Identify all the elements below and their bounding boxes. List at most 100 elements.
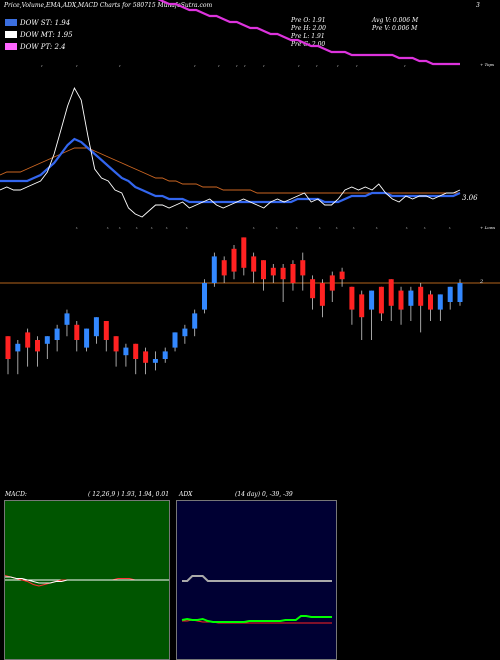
candle-body <box>251 256 257 272</box>
stat-pre-open: Pre O: 1.91 <box>291 17 326 24</box>
candle-body <box>74 324 80 340</box>
top-marker: ˇ <box>297 66 300 72</box>
low-marker: ˆ <box>352 228 355 234</box>
low-marker: ˆ <box>295 228 298 234</box>
ema-short-line <box>0 137 461 204</box>
top-marker: ˇ <box>243 66 246 72</box>
candle-body <box>261 260 266 280</box>
candle-body <box>221 260 227 276</box>
low-marker: ˆ <box>275 228 278 234</box>
candle-body <box>447 286 453 302</box>
stat-avg-volume: Avg V: 0.006 M <box>372 17 419 24</box>
candle-body <box>310 279 316 299</box>
top-marker: ˇ <box>217 66 220 72</box>
candle-body <box>329 275 335 291</box>
lows-label: + Lows <box>480 225 496 230</box>
candle-body <box>241 237 247 268</box>
candle-body <box>162 351 168 359</box>
candle-body <box>457 283 463 302</box>
price-last-label: 3.06 <box>462 194 478 202</box>
stat-pre-high: Pre H: 2.00 <box>291 25 326 32</box>
low-marker: ˆ <box>448 228 451 234</box>
candle-body <box>290 264 296 283</box>
low-marker: ˆ <box>423 228 426 234</box>
legend-label: DOW PT: 2.4 <box>20 42 66 51</box>
price-chart: ˇ ˇ ˇ ˇ ˇ ˇ ˇ ˇ ˇ ˇ ˇ ˇ ˇˆ ˆ ˆ ˆ ˆ ˆ ˆ ˆ ˆ ˆ ˆ ˆ ˆ ˆ ˆ ˆ ˆ <box>0 0 500 375</box>
legend-label: DOW ST: 1.94 <box>20 18 71 27</box>
candle-body <box>25 332 31 348</box>
stat-pre-low: Pre L: 1.91 <box>291 33 325 40</box>
candle-body <box>192 313 198 329</box>
top-marker: ˇ <box>262 66 265 72</box>
candle-body <box>84 328 90 348</box>
adx-minus-di-line <box>182 619 332 624</box>
candle-body <box>349 286 355 310</box>
candle-body <box>5 336 11 359</box>
low-marker: ˆ <box>150 228 153 234</box>
candle-body <box>211 256 217 283</box>
adx-chart <box>181 575 332 624</box>
low-marker: ˆ <box>135 228 138 234</box>
top-marker: ˇ <box>336 66 339 72</box>
legend-label: DOW MT: 1.95 <box>20 30 73 39</box>
top-marker: ˇ <box>40 66 43 72</box>
candle-body <box>280 267 286 280</box>
candle-body <box>231 248 237 272</box>
legend-swatch <box>5 19 17 26</box>
top-marker: ˇ <box>355 66 358 72</box>
candle-body <box>143 351 149 363</box>
price-line <box>0 86 461 218</box>
stat-pre-volume: Pre V: 0.006 M <box>372 25 418 32</box>
low-marker: ˆ <box>318 228 321 234</box>
candle-body <box>54 328 60 340</box>
macd-signal-line <box>5 576 169 584</box>
low-marker: ˆ <box>375 228 378 234</box>
candle-body <box>152 359 158 363</box>
macd-values: ( 12,26,9 ) 1.93, 1.94, 0.01 <box>88 491 170 498</box>
candle-body <box>319 283 325 306</box>
candle-body <box>35 340 40 352</box>
candle-body <box>15 343 21 352</box>
low-marker: ˆ <box>75 228 78 234</box>
candle-body <box>388 279 394 306</box>
legend-swatch <box>5 43 17 50</box>
candle-body <box>182 328 188 337</box>
candle-body <box>378 286 384 314</box>
candle-body <box>93 317 99 337</box>
candle-body <box>339 271 345 280</box>
candle-body <box>359 294 365 318</box>
low-marker: ˆ <box>106 228 109 234</box>
candle-body <box>103 321 109 340</box>
candle-body <box>123 347 129 356</box>
candle-body <box>64 313 70 325</box>
adx-values: (14 day) 0, -39, -39 <box>235 491 293 498</box>
tops-label: + Tops <box>480 62 495 67</box>
candle-body <box>418 286 424 306</box>
top-marker: ˇ <box>235 66 238 72</box>
low-marker: ˆ <box>252 228 255 234</box>
low-marker: ˆ <box>405 228 408 234</box>
ema-long-line <box>157 0 460 66</box>
top-marker: ˇ <box>193 66 196 72</box>
candle-body <box>300 260 306 276</box>
zero-right-label: 2 <box>480 279 484 285</box>
adx-line <box>182 575 332 582</box>
low-marker: ˆ <box>185 228 188 234</box>
top-marker: ˇ <box>315 66 318 72</box>
candle-body <box>270 267 276 276</box>
macd-chart <box>5 575 169 587</box>
candle-body <box>408 290 414 306</box>
corner-label: 3 <box>476 2 480 9</box>
adx-panel <box>176 500 337 660</box>
candle-body <box>369 290 375 310</box>
candle-body <box>44 336 50 344</box>
low-marker: ˆ <box>118 228 121 234</box>
candle-body <box>437 294 443 310</box>
legend-swatch <box>5 31 17 38</box>
macd-panel <box>4 500 170 660</box>
candle-body <box>398 290 404 310</box>
low-marker: ˆ <box>335 228 338 234</box>
legend-dow-st: DOW ST: 1.94 <box>5 17 70 28</box>
adx-plus-di-line <box>181 615 332 623</box>
candle-body <box>202 283 207 310</box>
